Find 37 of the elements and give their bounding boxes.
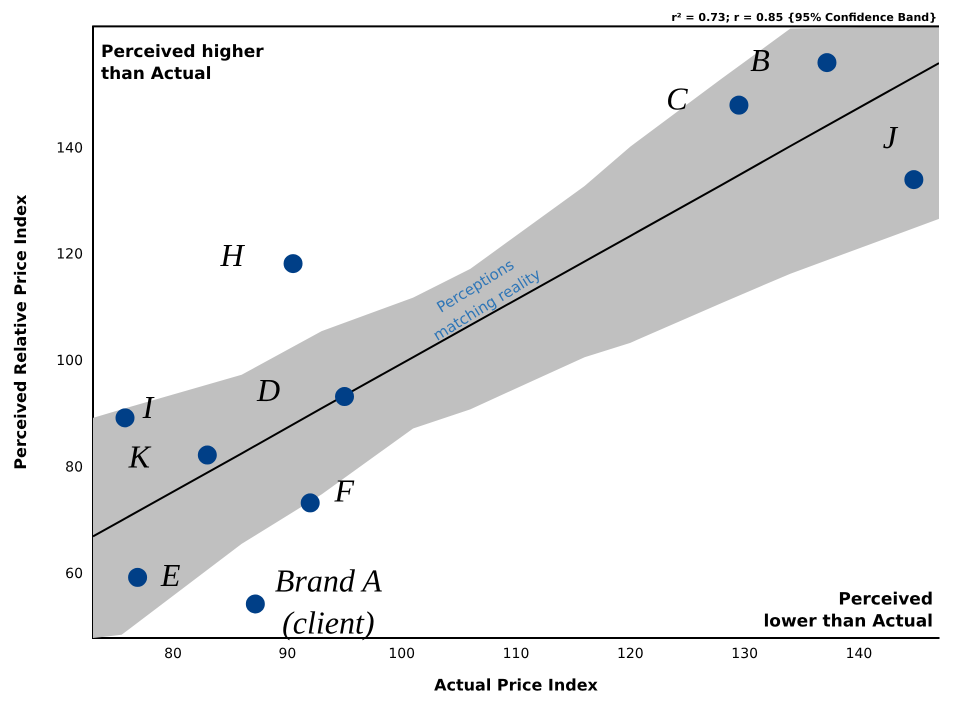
x-tick-label: 90	[278, 646, 296, 662]
y-tick-label: 60	[65, 566, 83, 582]
y-tick-label: 80	[65, 459, 83, 476]
annotation: K	[128, 438, 152, 474]
point	[246, 594, 265, 614]
x-tick-label: 100	[388, 646, 416, 662]
annotation: H	[220, 237, 246, 273]
annotation: D	[256, 372, 280, 408]
y-axis-title: Perceived Relative Price Index	[10, 194, 30, 470]
point	[335, 387, 354, 406]
point	[817, 53, 836, 72]
annotation: Brand A (client)	[274, 562, 382, 640]
x-tick-label: 80	[164, 646, 182, 662]
x-tick-label: 120	[616, 646, 644, 662]
annotation: B	[750, 42, 770, 78]
point	[198, 446, 217, 465]
chart-subtitle: r² = 0.73; r = 0.85 {95% Confidence Band}	[671, 10, 937, 24]
point	[116, 408, 135, 428]
point	[904, 170, 924, 190]
annotation: C	[666, 80, 688, 117]
annotation: Perceived higher than Actual	[101, 42, 264, 84]
point	[300, 493, 320, 512]
point	[284, 254, 303, 274]
annotation: E	[160, 556, 181, 593]
annotation: F	[333, 472, 354, 508]
x-tick-label: 130	[731, 646, 758, 662]
x-tick-label: 110	[502, 646, 530, 662]
annotation: I	[142, 389, 155, 426]
y-tick-label: 140	[56, 140, 83, 156]
x-tick-label: 140	[846, 646, 872, 662]
point	[729, 96, 748, 115]
point	[128, 568, 148, 587]
annotation: Perceived lower than Actual	[763, 589, 933, 632]
x-axis-title: Actual Price Index	[434, 676, 599, 695]
annotation: J	[882, 118, 899, 155]
y-tick-label: 120	[56, 246, 83, 263]
y-tick-label: 100	[56, 353, 83, 370]
